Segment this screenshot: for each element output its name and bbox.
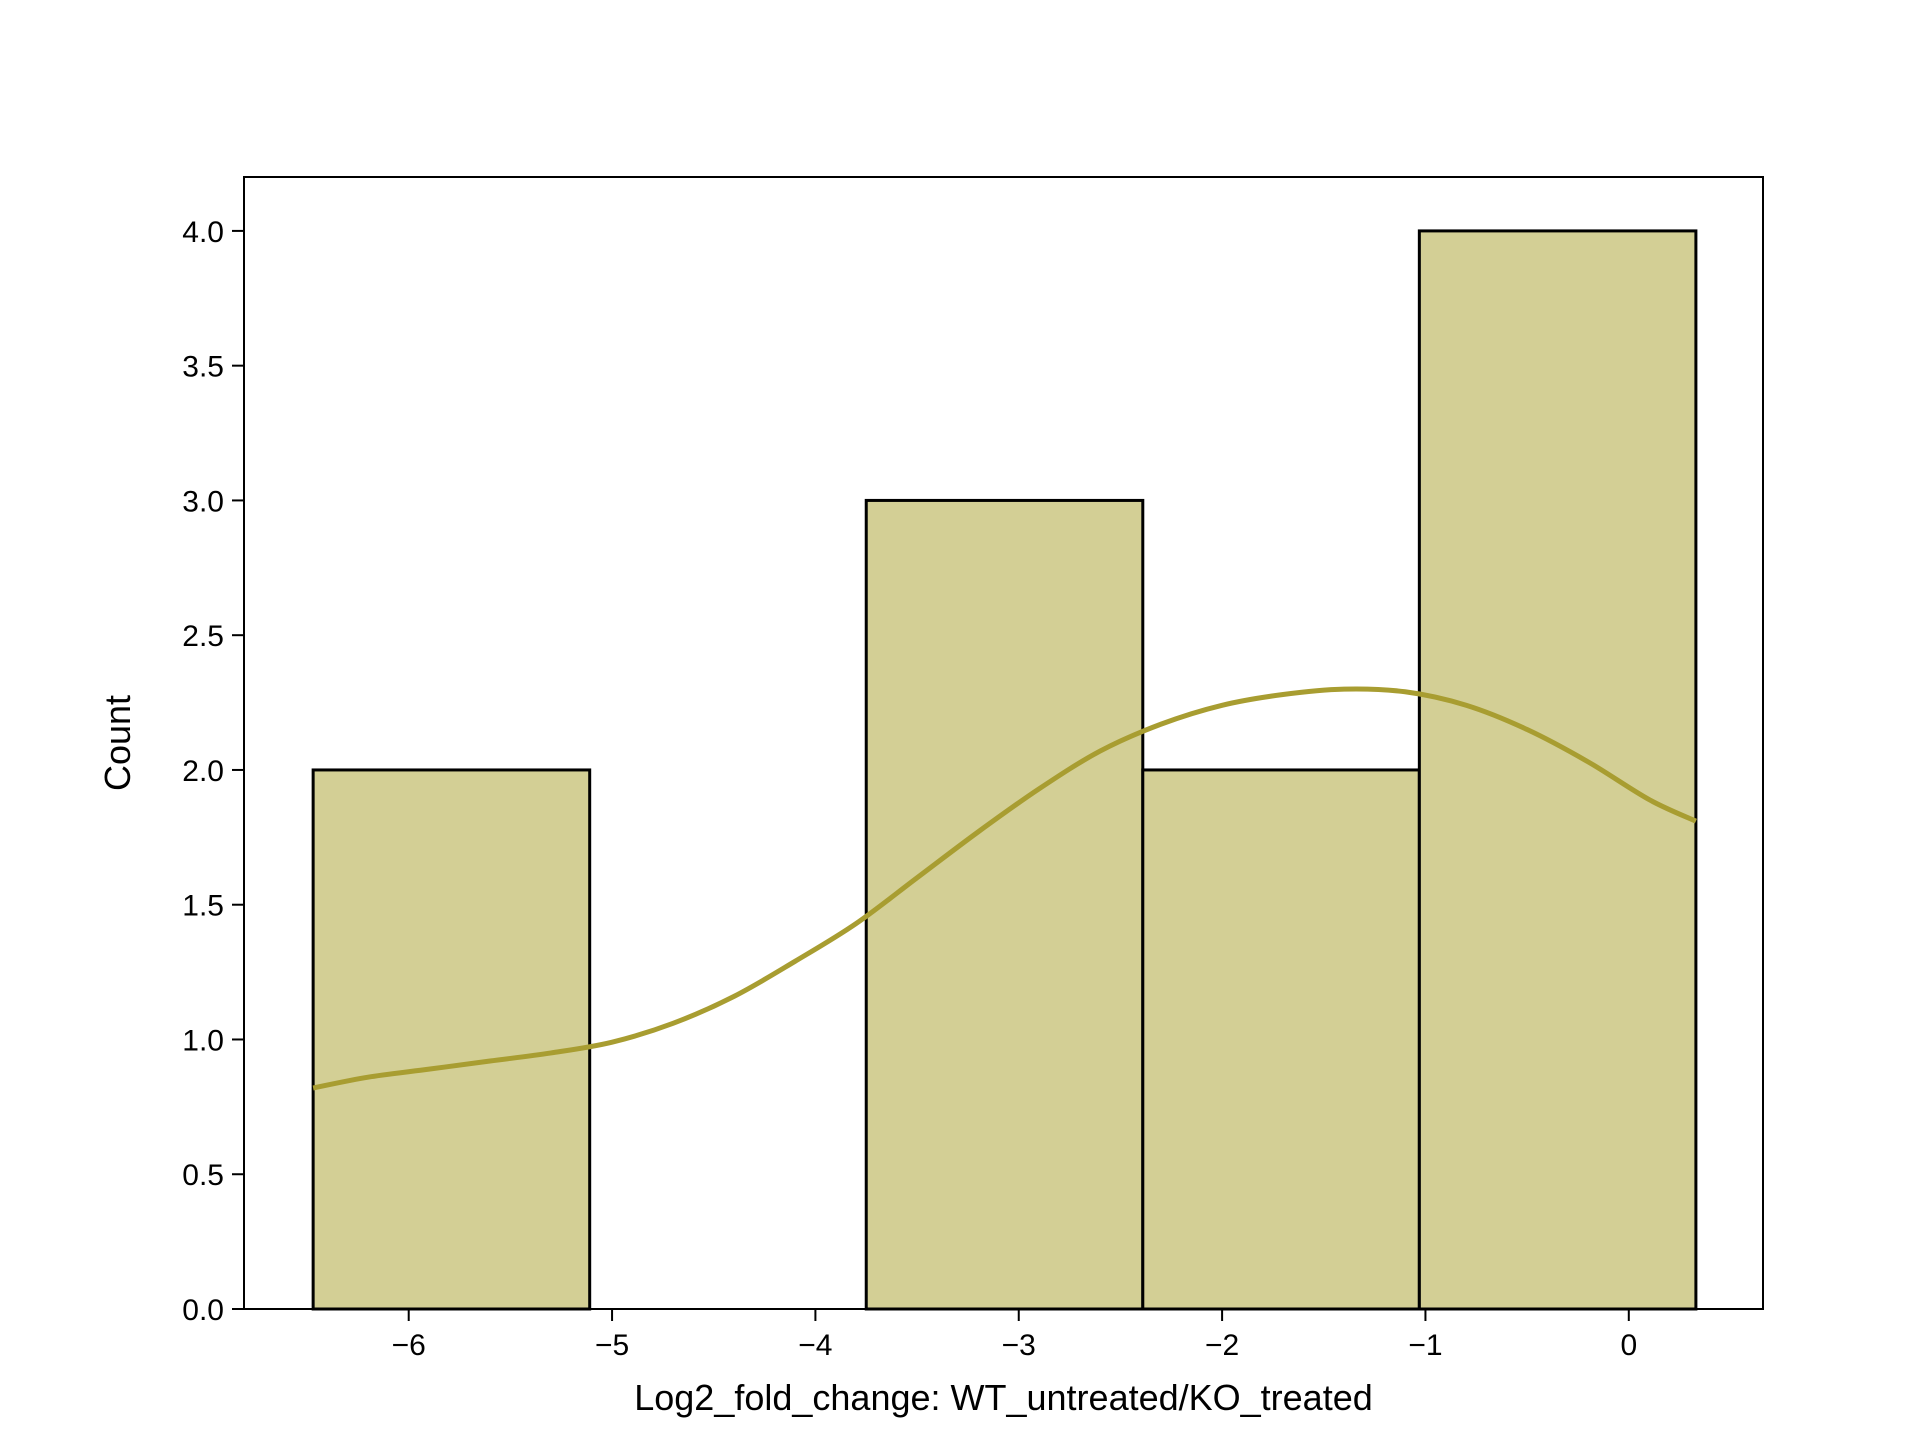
histogram-bar-2 [864, 498, 1145, 1311]
y-tick-label: 1.5 [182, 890, 224, 923]
x-tick-label: −6 [392, 1329, 426, 1362]
histogram-bars [311, 229, 1698, 1311]
y-tick-label: 2.5 [182, 620, 224, 653]
y-tick-label: 2.0 [182, 755, 224, 788]
y-tick-label: 1.0 [182, 1024, 224, 1057]
y-axis-label: Count [97, 695, 138, 791]
y-tick-label: 4.0 [182, 216, 224, 249]
y-tick-label: 3.5 [182, 351, 224, 384]
x-tick-label: −2 [1205, 1329, 1239, 1362]
x-tick-label: −3 [1002, 1329, 1036, 1362]
x-tick-label: 0 [1620, 1329, 1637, 1362]
x-axis-label: Log2_fold_change: WT_untreated/KO_treate… [634, 1377, 1373, 1418]
y-tick-label: 3.0 [182, 485, 224, 518]
histogram-bar-0 [311, 768, 592, 1311]
kde-line [312, 686, 1697, 1091]
y-tick-label: 0.0 [182, 1294, 224, 1327]
x-tick-label: −4 [798, 1329, 832, 1362]
x-tick-label: −5 [595, 1329, 629, 1362]
kde-curve-group [312, 686, 1697, 1091]
y-tick-label: 0.5 [182, 1159, 224, 1192]
plot-frame [243, 176, 1764, 1310]
histogram-bar-4 [1417, 229, 1698, 1311]
x-axis-ticks: −6 −5 −4 −3 −2 −1 0 [392, 1309, 1637, 1362]
y-axis-ticks: 0.0 0.5 1.0 1.5 2.0 2.5 3.0 3.5 4.0 [182, 216, 244, 1327]
x-tick-label: −1 [1408, 1329, 1442, 1362]
histogram-bar-3 [1141, 768, 1421, 1311]
